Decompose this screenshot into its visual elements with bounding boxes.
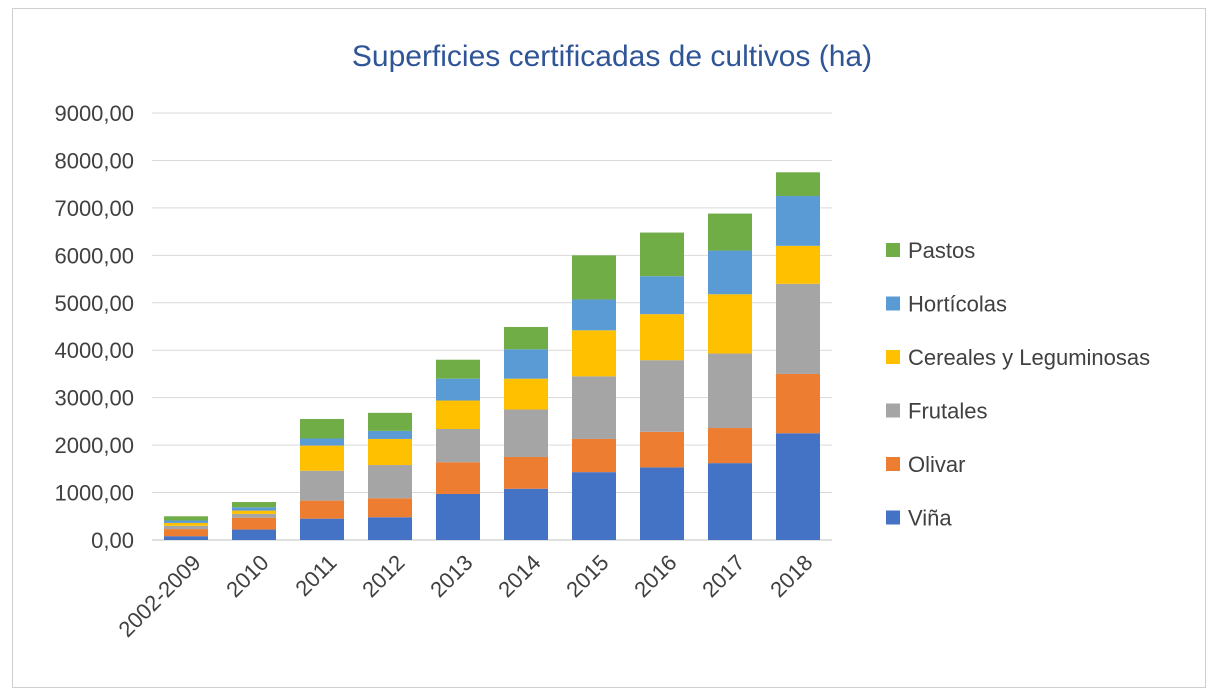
bar-segment (640, 431, 684, 468)
bar-segment (300, 419, 344, 439)
bar-segment (368, 498, 412, 518)
x-tick-label: 2017 (697, 550, 749, 602)
bar-segment (708, 294, 752, 354)
bar-segment (572, 330, 616, 377)
legend-swatch (886, 296, 900, 311)
legend-swatch (886, 457, 900, 471)
bar-segment (300, 500, 344, 519)
bar-segment (776, 283, 820, 374)
bar-segment (640, 314, 684, 361)
bar-segment (572, 255, 616, 300)
bar-segment (368, 517, 412, 540)
bar-segment (640, 467, 684, 540)
bar-segment (640, 276, 684, 315)
bar-segment (164, 516, 208, 521)
legend-label: Frutales (908, 399, 987, 424)
legend-label: Olivar (908, 452, 965, 477)
bar-segment (572, 376, 616, 439)
bar-segment (368, 430, 412, 439)
bar-segment (436, 428, 480, 463)
bar-segment (776, 245, 820, 284)
bar-segment (504, 409, 548, 457)
bar-segment (368, 465, 412, 499)
bar-segment (164, 525, 208, 530)
bar-segment (504, 378, 548, 410)
bar-segment (436, 462, 480, 494)
bar-segment (232, 502, 276, 508)
bar-segment (232, 513, 276, 518)
bar-segment (708, 428, 752, 464)
bar-segment (776, 172, 820, 197)
x-tick-label: 2015 (561, 550, 613, 602)
bar-segment (436, 378, 480, 401)
x-tick-label: 2011 (290, 550, 341, 601)
legend-label: Pastos (908, 238, 975, 263)
legend-label: Viña (908, 506, 952, 531)
bar-segment (708, 463, 752, 540)
x-tick-label: 2018 (765, 550, 817, 602)
bar-segment (504, 326, 548, 350)
bar-segment (232, 517, 276, 530)
bar-segment (640, 232, 684, 277)
bar-segment (232, 507, 276, 511)
bar-segment (300, 518, 344, 540)
legend: Pastos Hortícolas Cereales y Leguminosas Fr… (886, 238, 1150, 531)
x-tick-label: 2013 (425, 550, 477, 602)
bar-segment (572, 472, 616, 540)
x-tick-label: 2010 (221, 550, 273, 602)
y-tick-label: 5000,00 (54, 291, 134, 316)
legend-swatch (886, 510, 900, 525)
bar-segment (708, 250, 752, 295)
bar-segment (164, 522, 208, 526)
y-tick-label: 6000,00 (54, 243, 134, 268)
legend-swatch (886, 403, 900, 418)
bar-segment (708, 213, 752, 251)
x-tick-label: 2012 (357, 550, 409, 602)
bar-segment (504, 488, 548, 540)
y-tick-label: 7000,00 (54, 196, 134, 221)
bar-segment (572, 438, 616, 473)
bar-segment (640, 360, 684, 432)
y-tick-label: 2000,00 (54, 433, 134, 458)
bar-segment (300, 470, 344, 501)
y-tick-label: 0,00 (91, 528, 134, 553)
bar-segment (708, 353, 752, 429)
legend-swatch (886, 350, 900, 364)
bar-segment (368, 438, 412, 466)
bar-segment (504, 456, 548, 489)
bar-segment (232, 510, 276, 514)
x-tick-label: 2016 (629, 550, 681, 602)
y-tick-label: 3000,00 (54, 386, 134, 411)
bar-segment (504, 349, 548, 379)
bar-segment (436, 359, 480, 379)
bar-segment (436, 493, 480, 540)
y-tick-label: 8000,00 (54, 148, 134, 173)
x-axis: 2002-2009 2010 2011 2012 2013 2014 2015 2016 201… (113, 550, 817, 642)
y-tick-label: 9000,00 (54, 101, 134, 126)
x-tick-label: 2002-2009 (113, 550, 205, 642)
bar-segment (164, 520, 208, 523)
bar-segment (368, 412, 412, 431)
chart-title: Superficies certificadas de cultivos (ha… (352, 40, 872, 73)
bar-segment (300, 438, 344, 446)
legend-swatch (886, 243, 900, 257)
bar-segment (776, 196, 820, 246)
bar-segment (300, 445, 344, 471)
y-axis: 0,00 1000,00 2000,00 3000,00 4000,00 5000,00 6… (54, 101, 134, 553)
bar-segment (164, 529, 208, 537)
bar-segment (776, 373, 820, 434)
legend-label: Cereales y Leguminosas (908, 345, 1150, 370)
bar-segment (572, 299, 616, 331)
bars-layer (164, 172, 820, 540)
bar-segment (232, 529, 276, 540)
bar-segment (776, 433, 820, 540)
y-tick-label: 4000,00 (54, 338, 134, 363)
bar-segment (164, 536, 208, 540)
x-tick-label: 2014 (493, 550, 545, 602)
legend-label: Hortícolas (908, 292, 1007, 317)
bar-segment (436, 400, 480, 429)
y-tick-label: 1000,00 (54, 481, 134, 506)
